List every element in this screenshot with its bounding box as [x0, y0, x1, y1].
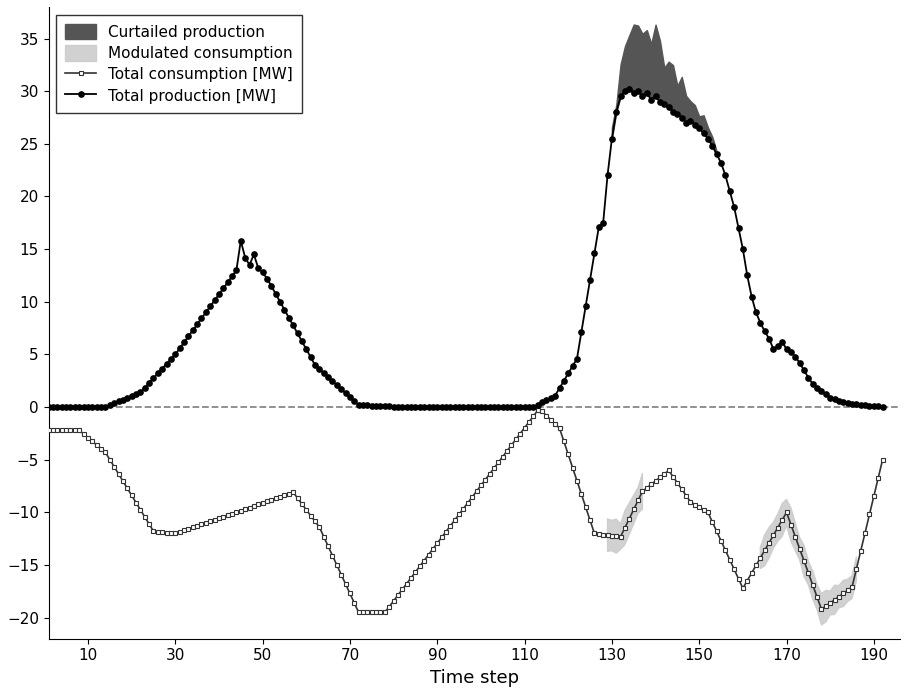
Total production [MW]: [567, 362, 578, 370]
Total consumption [MW]: [877, 455, 888, 464]
Legend: Curtailed production, Modulated consumption, Total consumption [MW], Total produ: Curtailed production, Modulated consumpt…: [56, 15, 302, 113]
Total consumption [MW]: [532, 406, 543, 414]
Total production [MW]: [624, 85, 635, 93]
Line: Total consumption [MW]: Total consumption [MW]: [46, 408, 885, 615]
Total production [MW]: [143, 379, 154, 387]
Line: Total production [MW]: Total production [MW]: [46, 87, 885, 409]
Total consumption [MW]: [143, 520, 154, 528]
Total production [MW]: [44, 403, 54, 412]
Total production [MW]: [388, 403, 399, 411]
Total consumption [MW]: [523, 418, 534, 426]
Total production [MW]: [463, 403, 473, 412]
X-axis label: Time step: Time step: [430, 669, 519, 687]
Total consumption [MW]: [393, 591, 404, 600]
Total production [MW]: [877, 403, 888, 411]
Total consumption [MW]: [353, 608, 364, 616]
Total production [MW]: [379, 402, 390, 410]
Total production [MW]: [519, 403, 530, 412]
Total consumption [MW]: [467, 493, 478, 501]
Total consumption [MW]: [384, 602, 395, 611]
Total consumption [MW]: [576, 490, 587, 498]
Total consumption [MW]: [44, 426, 54, 434]
